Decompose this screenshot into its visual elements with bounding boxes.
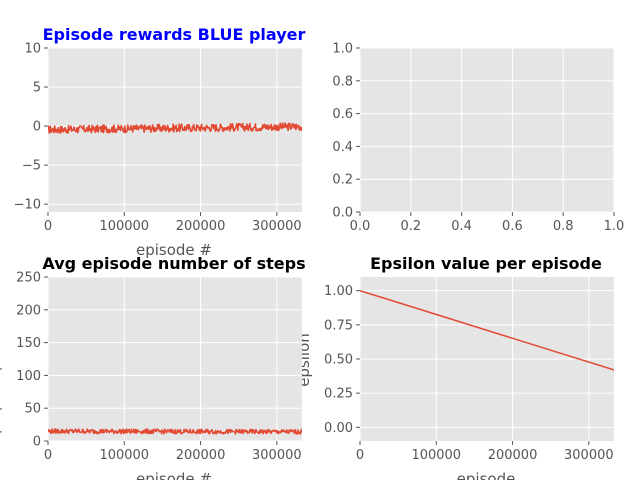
x-tick-label: 200000 — [488, 448, 538, 463]
x-tick-label: 100000 — [99, 219, 149, 234]
title-epsilon: Epsilon value per episode — [370, 254, 602, 273]
xlabel-avg-steps: episode # — [136, 470, 212, 480]
y-tick-label: 0.75 — [324, 318, 353, 333]
x-tick-label: 0 — [44, 219, 52, 234]
plot-area — [48, 277, 302, 441]
x-tick-label: 0 — [356, 448, 364, 463]
y-tick-label: 0.0 — [332, 206, 353, 221]
x-tick-label: 100000 — [99, 448, 149, 463]
x-tick-label: 0.4 — [451, 219, 472, 234]
x-tick-label: 0.0 — [350, 219, 371, 234]
x-tick-label: 300000 — [252, 448, 302, 463]
x-tick-label: 200000 — [176, 219, 226, 234]
y-tick-label: 0 — [33, 120, 41, 135]
x-tick-label: 300000 — [564, 448, 614, 463]
ylabel-fragment: - — [0, 359, 2, 377]
y-tick-label: 0.4 — [332, 140, 353, 155]
series-band — [48, 122, 302, 134]
y-tick-label: 1.0 — [332, 42, 353, 57]
plot-top-left: 0 100000 200000 300000 −10 −5 0 5 10 — [14, 42, 302, 234]
y-tick-label: 50 — [24, 402, 41, 417]
y-tick-label: 10 — [24, 42, 41, 57]
plot-bottom-left: 0 100000 200000 300000 0 50 100 150 200 250 — [16, 271, 302, 463]
y-tick-label: 0.00 — [324, 421, 353, 436]
y-tick-label: 0.25 — [324, 387, 353, 402]
x-tick-label: 100000 — [411, 448, 461, 463]
x-tick-label: 1.0 — [604, 219, 625, 234]
series-line — [360, 289, 614, 371]
y-tick-label: 0 — [33, 435, 41, 450]
y-tick-label: 5 — [33, 81, 41, 96]
series-band — [48, 428, 302, 435]
title-episode-rewards: Episode rewards BLUE player — [43, 25, 306, 44]
y-tick-label: 0.6 — [332, 107, 353, 122]
y-tick-label: 0.50 — [324, 353, 353, 368]
title-avg-steps: Avg episode number of steps — [42, 254, 305, 273]
y-tick-label: 1.00 — [324, 284, 353, 299]
ylabel-fragment: - — [0, 399, 2, 417]
ylabel-fragment: - — [0, 422, 2, 440]
x-tick-label: 0 — [44, 448, 52, 463]
x-tick-label: 200000 — [176, 448, 226, 463]
y-tick-label: −5 — [22, 159, 41, 174]
xlabel-episode-rewards: episode # — [136, 241, 212, 259]
y-tick-label: 0.8 — [332, 74, 353, 89]
plot-bottom-right: 0 100000 200000 300000 0.00 0.25 0.50 0.75 1.00 — [324, 277, 614, 463]
x-tick-label: 0.2 — [400, 219, 421, 234]
x-tick-label: 0.8 — [553, 219, 574, 234]
y-tick-label: 200 — [16, 303, 41, 318]
y-tick-label: 150 — [16, 336, 41, 351]
x-tick-label: 300000 — [252, 219, 302, 234]
y-tick-label: 0.2 — [332, 173, 353, 188]
xlabel-epsilon: episode — [457, 470, 516, 480]
plot-top-right: 0.0 0.2 0.4 0.6 0.8 1.0 0.0 0.2 0.4 0.6 0.8 1.0 — [332, 42, 624, 235]
plot-area — [360, 48, 614, 212]
y-tick-label: 250 — [16, 271, 41, 286]
x-tick-label: 0.6 — [502, 219, 523, 234]
y-tick-label: −10 — [14, 198, 41, 213]
y-tick-label: 100 — [16, 369, 41, 384]
